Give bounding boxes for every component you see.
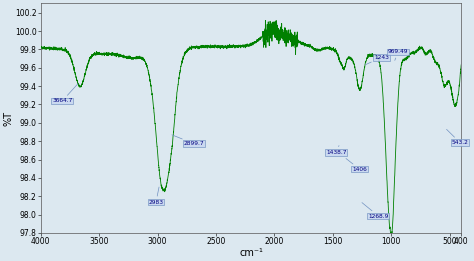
Text: 1406: 1406 bbox=[346, 158, 367, 172]
Text: 2983: 2983 bbox=[148, 187, 164, 205]
Y-axis label: %T: %T bbox=[3, 111, 13, 126]
Text: 1438.7: 1438.7 bbox=[326, 146, 346, 155]
Text: 543.2: 543.2 bbox=[447, 129, 468, 145]
Text: 1243: 1243 bbox=[365, 55, 389, 65]
Text: 2899.7: 2899.7 bbox=[172, 135, 204, 146]
Text: 1268.9: 1268.9 bbox=[362, 203, 389, 218]
Text: 969.49: 969.49 bbox=[388, 49, 408, 60]
X-axis label: cm⁻¹: cm⁻¹ bbox=[239, 247, 263, 258]
Text: 3664.7: 3664.7 bbox=[52, 84, 78, 103]
